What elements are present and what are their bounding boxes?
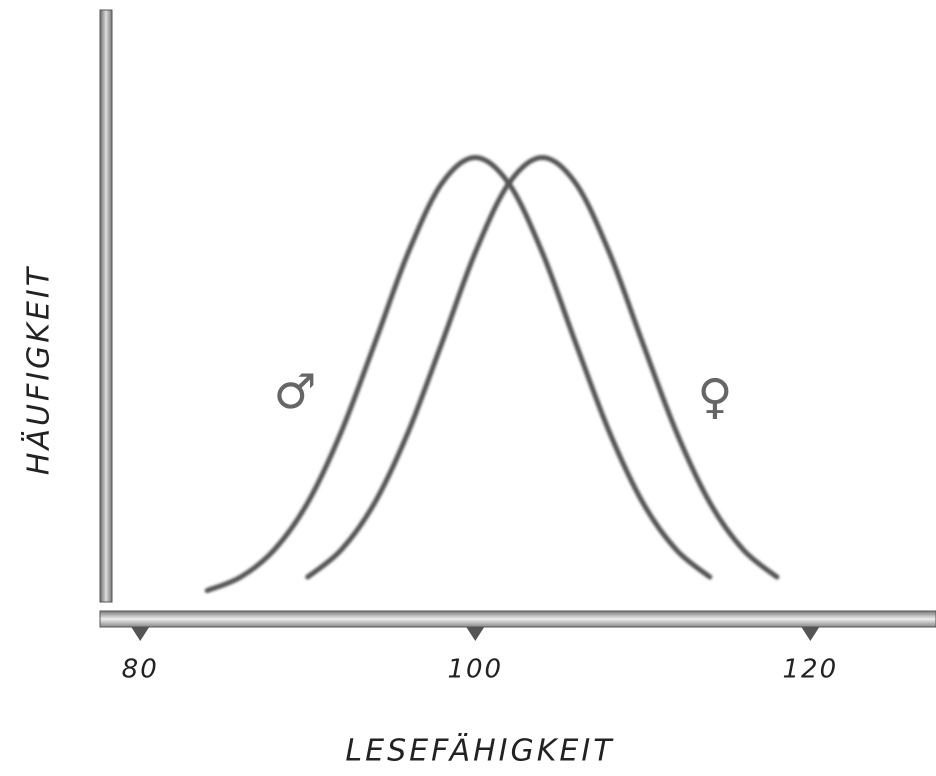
chart: LESEFÄHIGKEIT HÄUFIGKEIT 80 100 120 ♂ ♀ [0,0,936,776]
x-tick-mark [466,627,484,641]
y-axis [100,10,112,602]
x-axis [100,611,936,627]
x-tick-label: 100 [447,655,503,685]
curve [308,158,777,577]
x-tick-mark [131,627,149,641]
y-axis-title: HÄUFIGKEIT [21,265,57,475]
x-axis-title: LESEFÄHIGKEIT [345,733,614,769]
x-tick-label: 120 [783,655,839,685]
x-tick-mark [801,627,819,641]
x-tick-label: 80 [122,655,159,685]
series-label: ♀ [697,369,732,425]
series-label: ♂ [273,364,316,420]
